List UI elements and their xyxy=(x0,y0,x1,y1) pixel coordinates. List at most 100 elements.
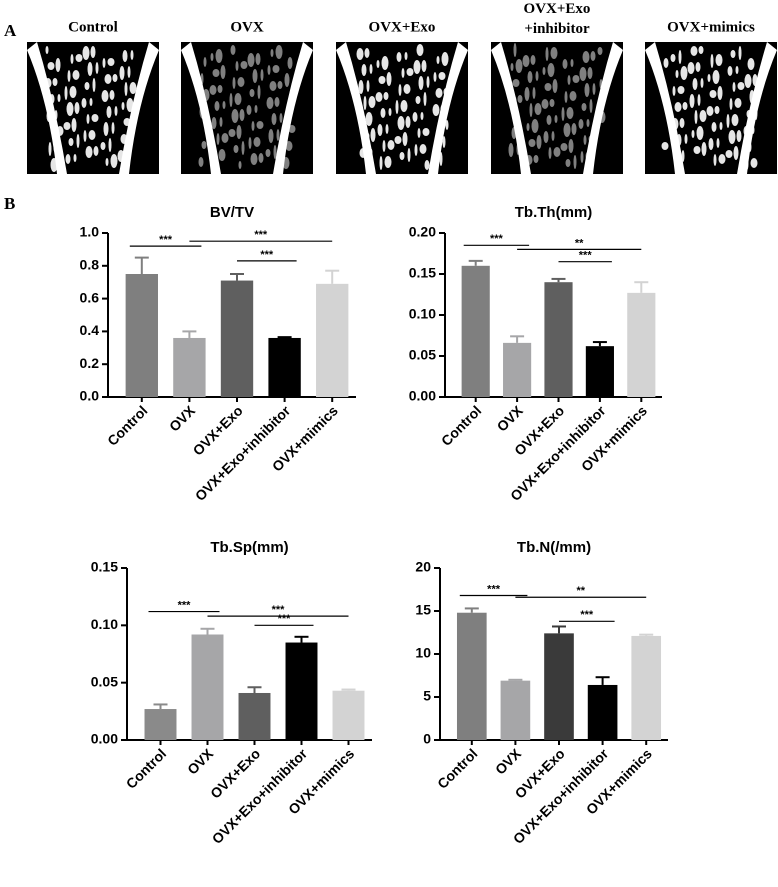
trabecula xyxy=(72,70,80,80)
trabecula xyxy=(587,67,593,79)
trabecula xyxy=(441,52,449,66)
trabecula xyxy=(560,143,568,151)
trabecula xyxy=(710,54,714,68)
trabecula xyxy=(567,75,571,85)
significance-label: *** xyxy=(490,233,504,245)
trabecula xyxy=(201,141,207,149)
trabecula xyxy=(682,102,688,110)
significance-label: ** xyxy=(577,585,586,597)
trabecula xyxy=(442,136,446,148)
y-tick-label: 15 xyxy=(415,602,431,618)
trabecula xyxy=(107,58,115,66)
trabecula xyxy=(198,157,204,167)
trabecula xyxy=(228,129,236,137)
trabecula xyxy=(378,76,386,84)
trabecula xyxy=(89,98,93,106)
trabecula xyxy=(536,135,542,149)
trabecula xyxy=(383,92,389,100)
trabecula xyxy=(222,101,226,109)
bar xyxy=(144,709,177,740)
trabecula xyxy=(48,142,52,156)
bar xyxy=(125,274,158,397)
trabecula xyxy=(584,83,590,97)
bar xyxy=(585,346,614,397)
trabecula xyxy=(69,86,77,98)
trabecula xyxy=(727,66,733,76)
bar xyxy=(631,635,662,740)
trabecula xyxy=(211,117,217,129)
cortical-bone xyxy=(737,42,777,174)
cortical-bone xyxy=(336,42,376,174)
y-tick-label: 0.2 xyxy=(80,355,100,371)
trabecula xyxy=(578,119,584,129)
trabecula xyxy=(402,132,408,146)
trabecula xyxy=(129,82,137,94)
trabecula xyxy=(399,152,405,160)
trabecula xyxy=(229,93,233,107)
trabecula xyxy=(285,141,293,151)
panel-label: A xyxy=(4,21,17,40)
trabecula xyxy=(552,79,558,93)
chart-title: BV/TV xyxy=(210,204,254,221)
trabecula xyxy=(57,94,61,102)
y-tick-label: 0.10 xyxy=(91,616,118,632)
trabecula xyxy=(551,131,555,141)
trabecula xyxy=(517,95,523,103)
y-tick-label: 0.10 xyxy=(409,306,436,322)
trabecula xyxy=(65,154,71,164)
x-tick-label: Control xyxy=(104,402,151,449)
trabecula xyxy=(254,105,258,113)
trabecula xyxy=(376,60,380,68)
trabecula xyxy=(405,116,411,128)
trabecula xyxy=(530,55,536,65)
trabecula xyxy=(586,119,590,127)
trabecula xyxy=(86,114,90,124)
trabecula xyxy=(433,72,437,82)
trabecula xyxy=(93,146,99,156)
trabecula xyxy=(592,83,596,95)
trabecula xyxy=(529,103,533,117)
trabecula xyxy=(691,130,695,138)
trabecula xyxy=(266,97,274,109)
bar xyxy=(191,634,224,740)
bar xyxy=(461,265,490,397)
bar xyxy=(456,612,487,740)
trabecula xyxy=(91,114,99,122)
cortical-bone xyxy=(273,42,313,174)
y-tick-label: 0.0 xyxy=(80,388,100,404)
trabecula xyxy=(233,145,239,153)
cortical-bone xyxy=(491,42,531,174)
trabecula xyxy=(270,49,274,57)
trabecula xyxy=(401,68,405,78)
trabecula xyxy=(435,88,443,98)
trabecula xyxy=(255,53,261,65)
trabecula xyxy=(397,116,405,130)
trabecula xyxy=(271,113,277,125)
trabecula xyxy=(380,108,386,118)
trabecula xyxy=(209,85,217,95)
x-tick-label: Control xyxy=(123,745,170,792)
trabecula xyxy=(550,47,558,59)
trabecula xyxy=(364,48,370,58)
bar xyxy=(332,690,365,740)
chart-title: Tb.Th(mm) xyxy=(515,204,592,221)
trabecula xyxy=(717,86,723,100)
trabecula xyxy=(436,56,440,64)
trabecula xyxy=(269,81,277,91)
significance-label: *** xyxy=(178,599,192,611)
y-tick-label: 0.15 xyxy=(91,559,118,575)
trabecula xyxy=(234,93,242,105)
trabecula xyxy=(127,66,131,78)
trabecula xyxy=(579,67,587,81)
y-tick-label: 0.8 xyxy=(80,257,100,273)
trabecula xyxy=(215,49,223,63)
trabecula xyxy=(526,123,530,131)
bar xyxy=(238,692,271,740)
trabecula xyxy=(274,97,280,107)
trabecula xyxy=(527,71,533,83)
trabecula xyxy=(707,74,711,82)
trabecula xyxy=(544,83,552,91)
trabecula xyxy=(734,98,742,108)
trabecula xyxy=(565,159,571,167)
